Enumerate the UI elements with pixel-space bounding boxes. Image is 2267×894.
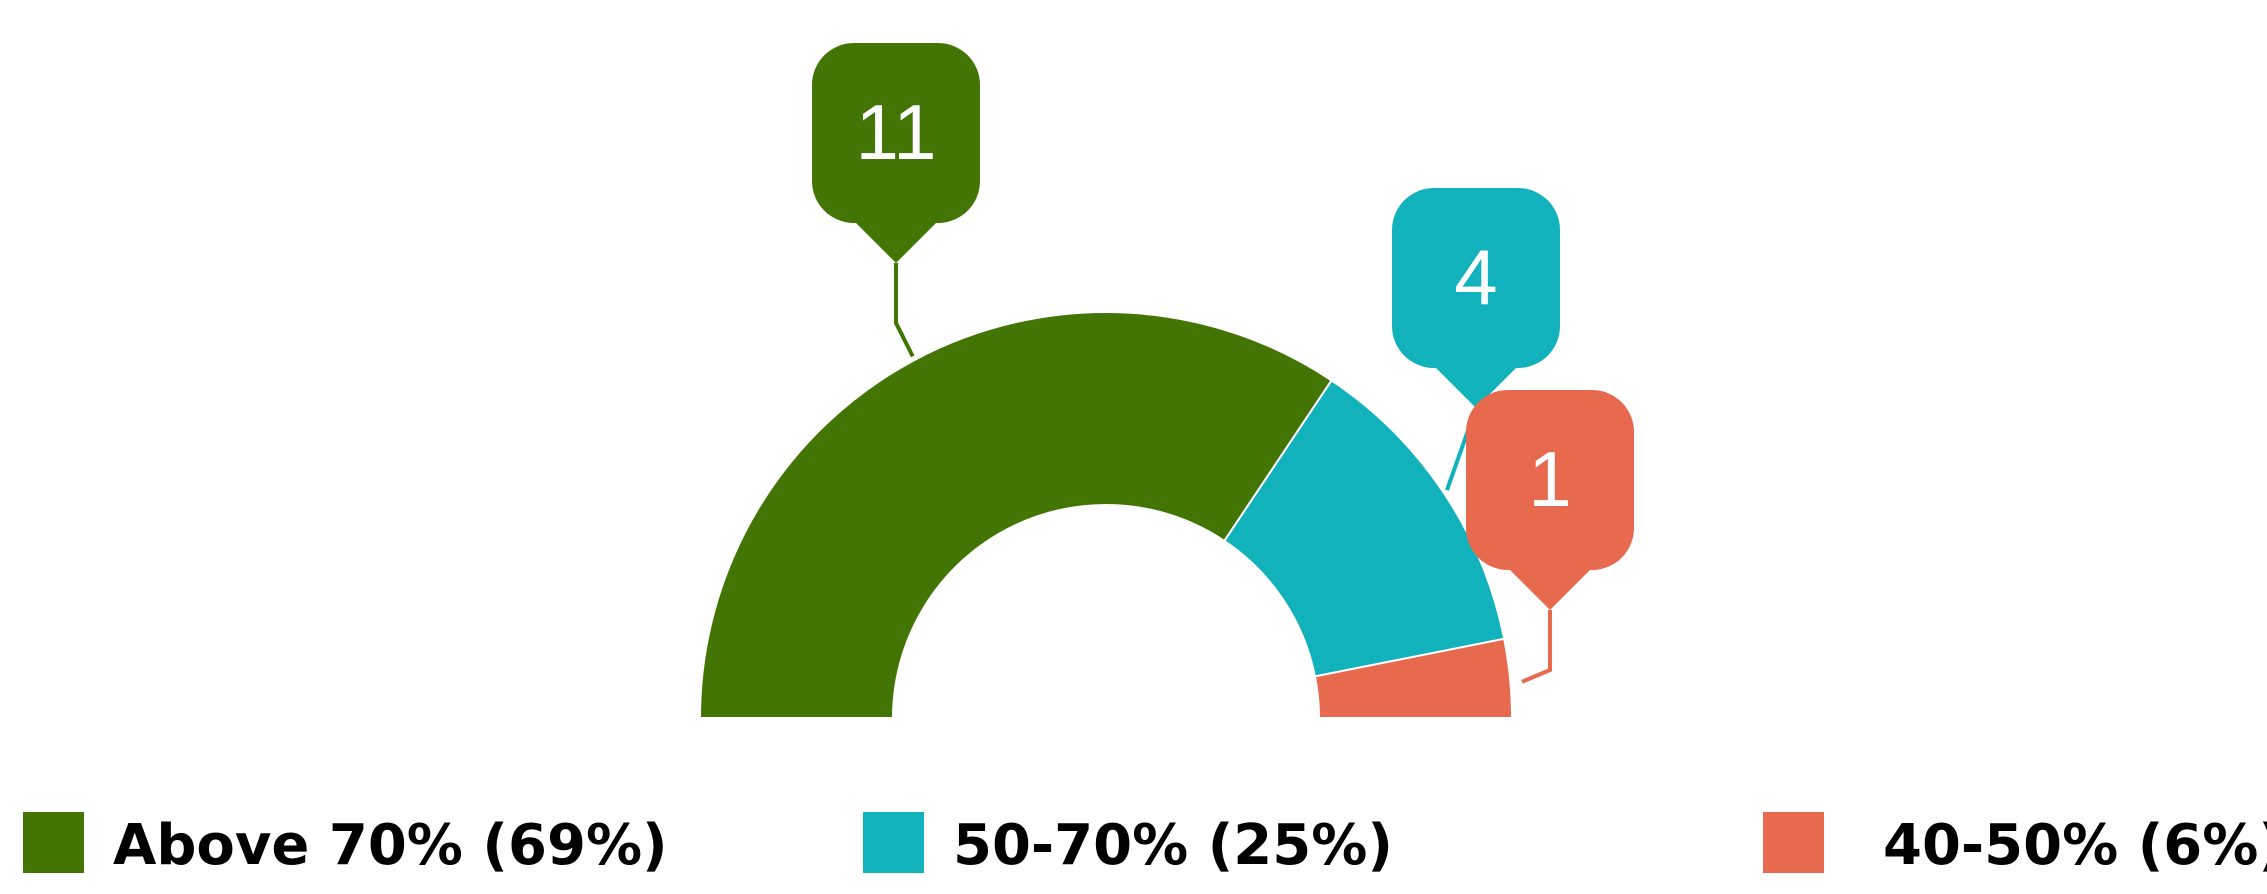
callout-leader-40-50 bbox=[1521, 610, 1552, 684]
slice-above-70 bbox=[698, 311, 1333, 719]
legend-label-40-50: 40-50% (6%) bbox=[1883, 813, 2267, 878]
legend-label-50-70: 50-70% (25%) bbox=[953, 813, 1393, 878]
callout-above-70: 11 bbox=[812, 43, 980, 358]
data-label-40-50: 1 bbox=[1528, 435, 1571, 523]
callout-bubble-40-50 bbox=[1466, 390, 1634, 610]
data-label-above-70: 11 bbox=[856, 88, 937, 176]
callout-leader-above-70 bbox=[894, 263, 915, 358]
data-label-50-70: 4 bbox=[1454, 233, 1497, 321]
callout-40-50: 1 bbox=[1466, 390, 1634, 684]
value-callouts: 11 4 1 bbox=[812, 43, 1634, 684]
slice-50-70 bbox=[1222, 379, 1506, 678]
slice-40-50 bbox=[1313, 637, 1514, 719]
legend-swatch-50-70 bbox=[863, 812, 924, 873]
callout-50-70: 4 bbox=[1392, 188, 1560, 491]
legend-label-above-70: Above 70% (69%) bbox=[113, 813, 668, 878]
callout-bubble-50-70 bbox=[1392, 188, 1560, 408]
legend-swatch-40-50 bbox=[1763, 812, 1824, 873]
callout-bubble-above-70 bbox=[812, 43, 980, 263]
legend-swatch-above-70 bbox=[23, 812, 84, 873]
donut-slices bbox=[698, 311, 1514, 719]
